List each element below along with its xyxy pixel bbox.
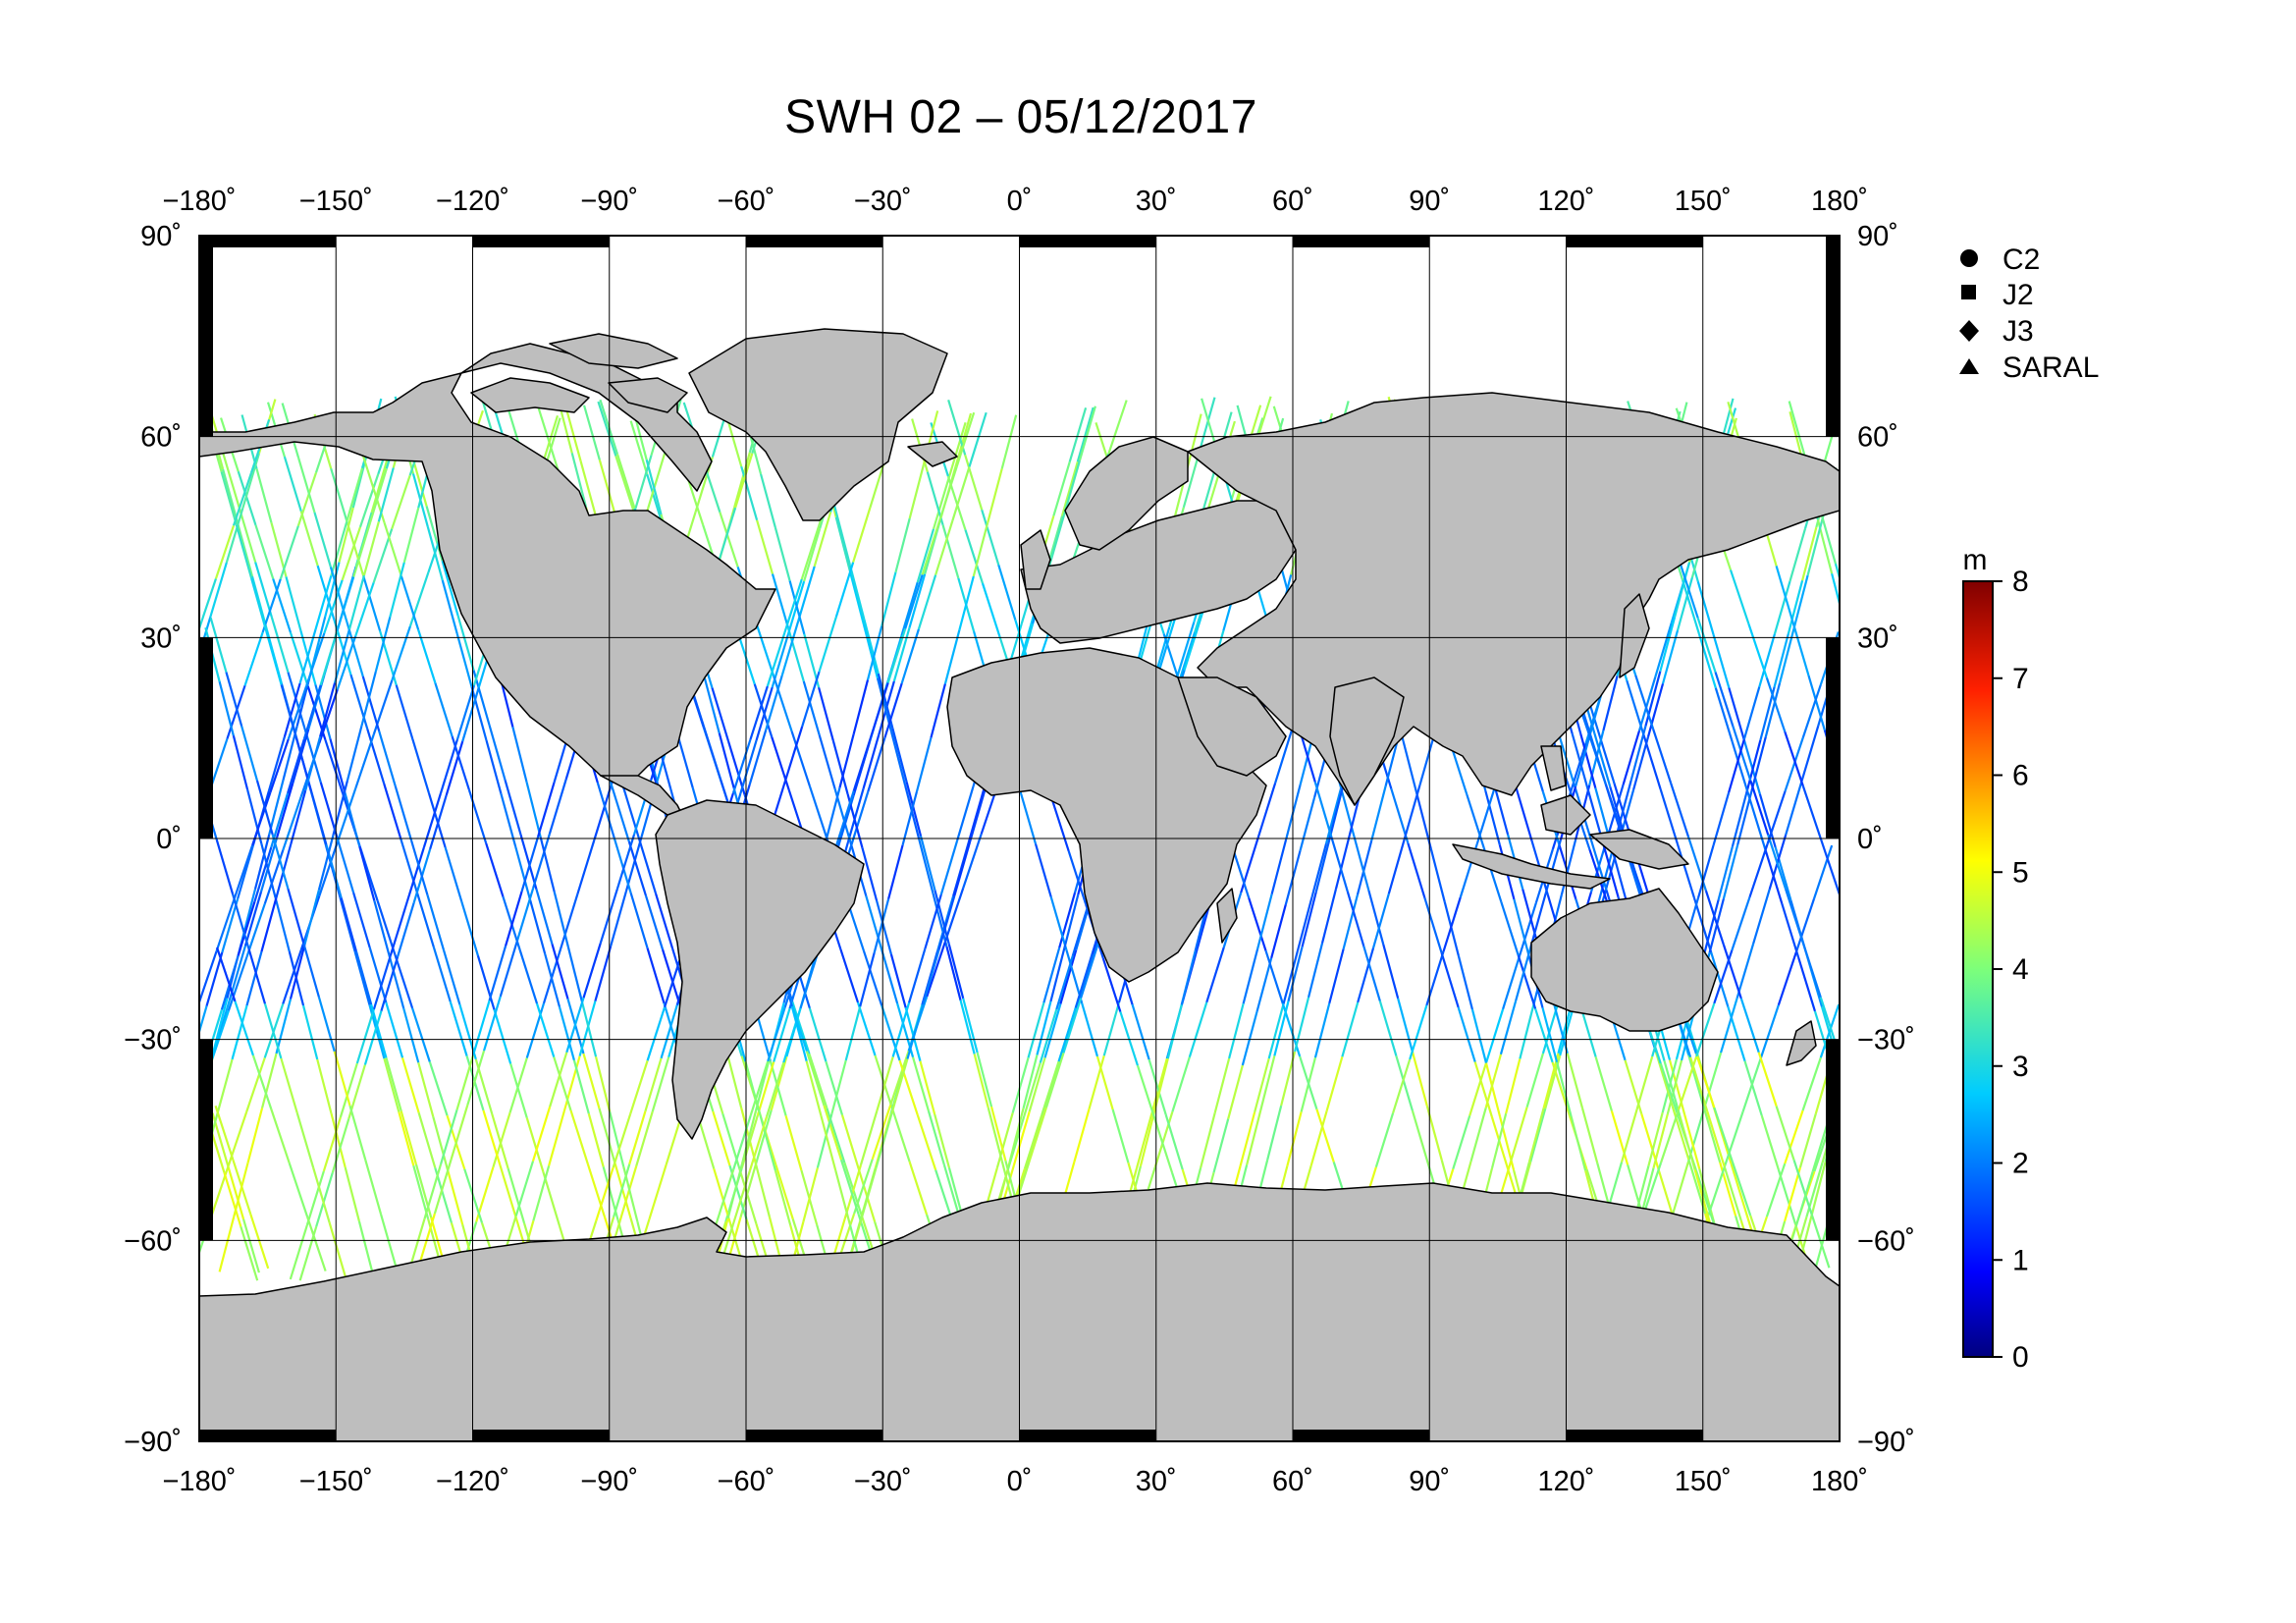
lon-tick-label-top: −180˚ [163,186,237,217]
colorbar-tick-label: 2 [2012,1148,2029,1180]
lat-tick-label-left: −30˚ [124,1025,182,1056]
land-indonesia [1452,843,1611,890]
colorbar-tick-label: 6 [2012,760,2029,792]
lat-tick-label-right: −60˚ [1857,1225,1915,1257]
circle-icon [1960,249,1978,267]
lon-tick-label-top: −90˚ [580,186,638,217]
lon-tick-label-bottom: 60˚ [1272,1466,1313,1497]
frame-bar-top [1293,236,1430,247]
colorbar-tick-label: 0 [2012,1341,2029,1374]
frame-bar-left [199,637,213,839]
colorbar-tick-label: 8 [2012,566,2029,598]
lon-tick-label-bottom: 90˚ [1409,1466,1450,1497]
lon-tick-label-top: 180˚ [1811,186,1868,217]
lon-tick-label-bottom: −60˚ [718,1466,775,1497]
lon-tick-label-bottom: 180˚ [1811,1466,1868,1497]
lon-tick-label-bottom: −120˚ [436,1466,509,1497]
frame-bar-left [199,1039,213,1241]
lat-tick-label-right: 0˚ [1857,824,1883,855]
lon-tick-label-top: 90˚ [1409,186,1450,217]
lon-tick-label-bottom: 120˚ [1537,1466,1594,1497]
legend: C2 J2 J3 SARAL [1959,243,2099,384]
triangle-icon [1959,358,1979,374]
lon-tick-label-top: 0˚ [1007,186,1033,217]
land-iceland [907,441,958,467]
frame-bar-bottom [1566,1430,1703,1441]
land-uk [1020,529,1051,590]
grid-lines [199,236,1840,1441]
lat-tick-label-right: −30˚ [1857,1025,1915,1056]
map-title: SWH 02 – 05/12/2017 [784,91,1257,143]
lon-tick-label-bottom: −150˚ [299,1466,373,1497]
land-arctic-islands [470,377,590,413]
land-arabia [1177,676,1287,777]
land-india [1329,676,1405,806]
lon-tick-label-bottom: −30˚ [854,1466,912,1497]
lon-tick-label-bottom: 30˚ [1136,1466,1177,1497]
frame-bar-left [199,236,213,437]
lon-tick-label-top: 120˚ [1537,186,1594,217]
frame-bar-bottom [199,1430,337,1441]
frame-bar-top [1566,236,1703,247]
legend-item-saral: SARAL [2002,352,2099,384]
diamond-icon [1959,320,1979,342]
lat-tick-label-left: 90˚ [140,221,182,252]
colorbar-gradient [1962,580,1994,1358]
lon-tick-label-top: 150˚ [1675,186,1732,217]
square-icon [1961,285,1976,299]
lon-tick-label-top: 60˚ [1272,186,1313,217]
land-south-america [655,799,865,1140]
frame-bar-bottom [746,1430,883,1441]
frame-bar-right [1826,637,1840,839]
lat-tick-label-left: 30˚ [140,622,182,654]
lat-tick-label-left: 0˚ [156,824,182,855]
lat-tick-label-right: 30˚ [1857,622,1898,654]
colorbar-tick-label: 3 [2012,1051,2029,1083]
lon-tick-label-top: −120˚ [436,186,509,217]
lon-tick-label-top: −60˚ [718,186,775,217]
frame-bar-bottom [472,1430,610,1441]
lon-tick-label-bottom: −90˚ [580,1466,638,1497]
lon-tick-label-bottom: 150˚ [1675,1466,1732,1497]
frame-scale-bars [199,236,1840,1441]
colorbar-unit: m [1963,544,1988,576]
land-africa [946,647,1267,983]
legend-item-j2: J2 [2002,279,2034,311]
lat-tick-label-right: 60˚ [1857,422,1898,454]
frame-bar-top [472,236,610,247]
frame-bar-top [1019,236,1156,247]
lon-tick-label-bottom: −180˚ [163,1466,237,1497]
legend-item-c2: C2 [2002,243,2040,276]
lat-tick-label-left: 60˚ [140,422,182,454]
legend-item-j3: J3 [2002,315,2034,348]
lat-tick-label-right: 90˚ [1857,221,1898,252]
land-new-zealand [1786,1020,1817,1066]
land-north-america [199,343,776,786]
frame-bar-top [199,236,337,247]
axis-tick-labels: −180˚ −180˚ −150˚ −150˚ −120˚ −120˚ −90˚ −90˚ −6… [124,186,1915,1497]
lon-tick-label-top: −30˚ [854,186,912,217]
colorbar-tick-label: 5 [2012,856,2029,889]
land-scandinavia [1064,436,1189,551]
lon-tick-label-top: −150˚ [299,186,373,217]
colorbar-tick-label: 7 [2012,663,2029,695]
land-madagascar [1216,888,1238,944]
colorbar-tick-label: 1 [2012,1244,2029,1276]
colorbar-tick-label: 4 [2012,953,2029,986]
frame-bar-top [746,236,883,247]
lat-tick-label-left: −90˚ [124,1427,182,1458]
colorbar: m 8 7 6 5 4 3 2 1 0 [1962,544,2029,1374]
land-japan [1619,593,1650,678]
frame-bar-bottom [1019,1430,1156,1441]
frame-bar-right [1826,236,1840,437]
frame-bar-right [1826,1039,1840,1241]
land-australia [1530,888,1719,1032]
lat-tick-label-left: −60˚ [124,1225,182,1257]
lon-tick-label-top: 30˚ [1136,186,1177,217]
lon-tick-label-bottom: 0˚ [1007,1466,1033,1497]
frame-bar-bottom [1293,1430,1430,1441]
lat-tick-label-right: −90˚ [1857,1427,1915,1458]
